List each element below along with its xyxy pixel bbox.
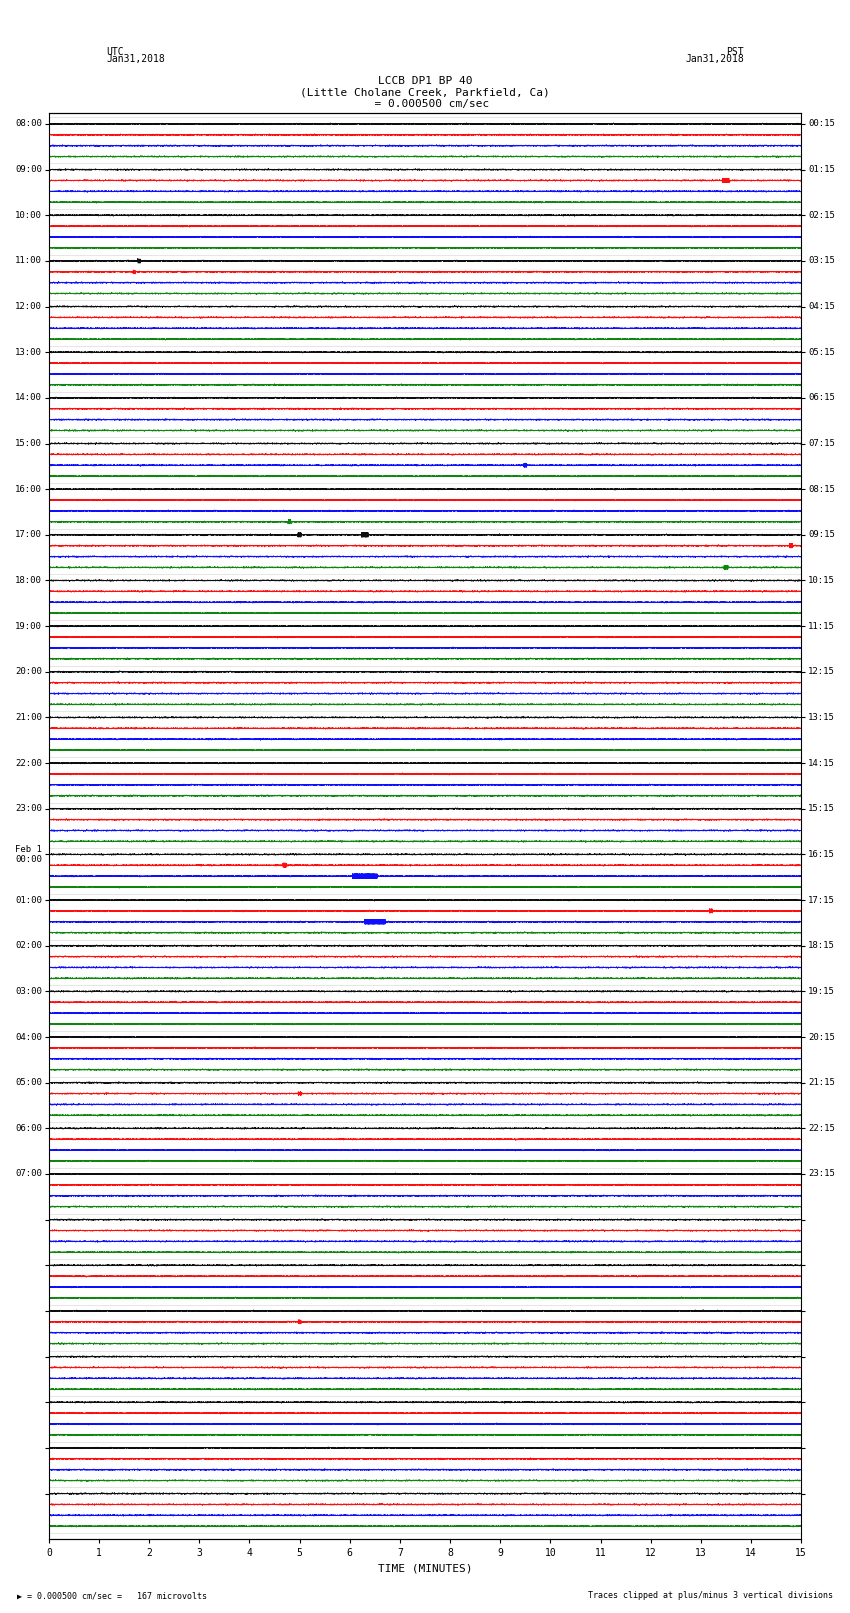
- Text: ▶ = 0.000500 cm/sec =   167 microvolts: ▶ = 0.000500 cm/sec = 167 microvolts: [17, 1590, 207, 1600]
- Text: Jan31,2018: Jan31,2018: [106, 53, 165, 65]
- Title: LCCB DP1 BP 40
(Little Cholane Creek, Parkfield, Ca)
  = 0.000500 cm/sec: LCCB DP1 BP 40 (Little Cholane Creek, Pa…: [300, 76, 550, 110]
- Text: UTC: UTC: [106, 47, 124, 58]
- Text: Traces clipped at plus/minus 3 vertical divisions: Traces clipped at plus/minus 3 vertical …: [588, 1590, 833, 1600]
- Text: Jan31,2018: Jan31,2018: [685, 53, 744, 65]
- X-axis label: TIME (MINUTES): TIME (MINUTES): [377, 1565, 473, 1574]
- Text: PST: PST: [726, 47, 744, 58]
